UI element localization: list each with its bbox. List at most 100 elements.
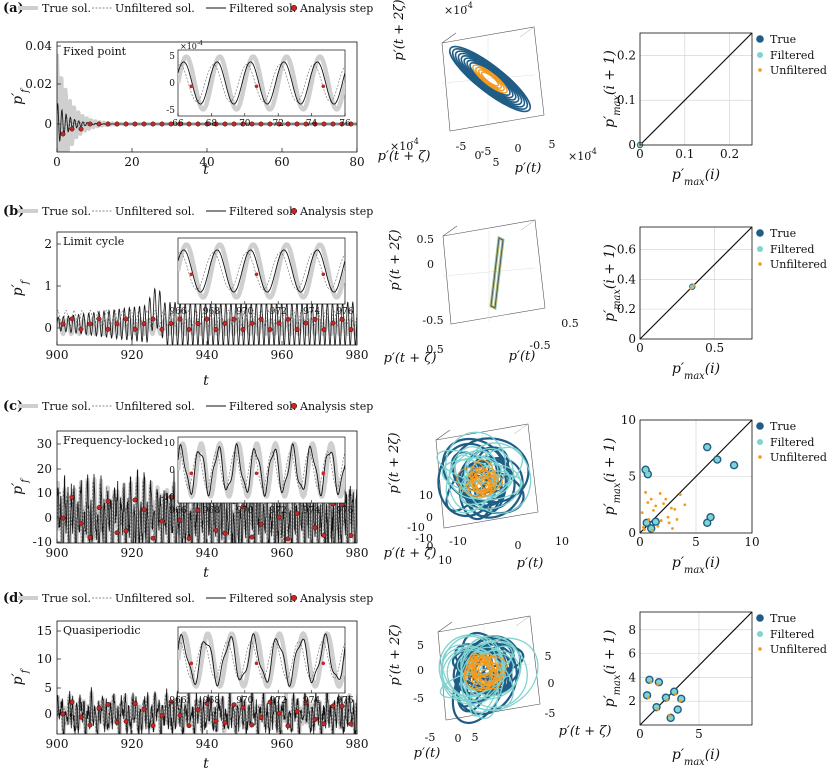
analysis-step-marker — [231, 702, 237, 708]
trajectory-ring — [460, 55, 520, 103]
legend-unfiltered-sol: Unfiltered sol. — [115, 205, 195, 218]
unfiltered-point — [656, 683, 660, 686]
analysis-step-marker — [132, 121, 138, 127]
analysis-step-marker — [312, 121, 318, 127]
inset-x-tick-label: 976 — [336, 696, 353, 706]
inset-x-tick-label: 966 — [169, 506, 186, 516]
y-tick-label: 0 — [628, 526, 636, 540]
unfiltered-point — [656, 708, 660, 711]
y-tick-label: 10 — [621, 413, 636, 427]
x-tick-label: 980 — [346, 737, 369, 751]
x-tick-label: 5 — [472, 731, 479, 744]
analysis-step-marker — [168, 699, 174, 705]
analysis-step-marker — [258, 316, 264, 322]
analysis-step-marker — [186, 326, 192, 332]
inset-analysis-step — [189, 471, 194, 476]
y-tick-label: -10 — [33, 535, 52, 549]
return-map: 0 5 2 4 6 8 p′max(i) p′max(i + 1) True Filtered Un… — [602, 611, 827, 768]
x-tick-label: -5 — [481, 145, 492, 158]
z-tick-label: 0 — [417, 664, 424, 677]
cube-edge — [437, 621, 453, 633]
analysis-step-marker — [150, 121, 156, 127]
analysis-step-marker — [114, 530, 120, 536]
analysis-step-marker — [348, 721, 354, 727]
x-tick-label: 80 — [349, 155, 364, 169]
y-tick-label: 5 — [628, 470, 636, 484]
trajectory-loop — [441, 646, 502, 705]
inset-exponent: ×10 — [180, 42, 197, 51]
inset-x-tick-label: 966 — [169, 696, 186, 706]
unfiltered-point — [692, 283, 696, 287]
unfiltered-point — [664, 497, 668, 501]
inset-x-tick-label: 972 — [270, 307, 287, 317]
trajectory-loop — [459, 464, 522, 510]
analysis-step-marker — [294, 708, 300, 714]
inset-analysis-step — [321, 84, 326, 89]
x-tick-label: 5 — [549, 138, 556, 151]
inset-x-tick-label: 76 — [339, 119, 351, 129]
analysis-step-marker — [258, 521, 264, 527]
identity-line — [639, 32, 753, 146]
legend-unfiltered-sol: Unfiltered sol. — [115, 400, 195, 413]
y-tick-label: 6 — [628, 647, 636, 661]
analysis-step-marker — [267, 699, 273, 705]
inset-analysis-step — [189, 272, 194, 277]
y-tick-label: 2 — [628, 694, 636, 708]
analysis-step-marker — [240, 705, 246, 711]
cube-grid — [441, 74, 535, 84]
plot-frame — [639, 611, 753, 726]
y-tick-label: 0.4 — [617, 272, 636, 286]
z-tick-label: 0 — [426, 511, 433, 524]
z-tick-label: 0.5 — [417, 233, 435, 246]
analysis-step-marker — [177, 121, 183, 127]
legend-unfiltered-swatch — [758, 262, 762, 266]
inset-area — [178, 631, 345, 689]
x-tick-label: 10 — [744, 535, 759, 549]
legend-filtered: Filtered — [770, 49, 814, 62]
trajectory-loop — [438, 634, 504, 702]
legend-true-sol: True sol. — [42, 400, 91, 413]
inset-unfiltered-sol — [178, 64, 345, 102]
cube-edge — [441, 32, 457, 44]
unfiltered-point — [656, 524, 660, 528]
analysis-step-marker — [222, 121, 228, 127]
unfiltered-point — [689, 286, 693, 290]
inset-analysis-step — [254, 471, 259, 476]
analysis-step-marker — [213, 327, 219, 332]
y-axis-label: p′(t + ζ) — [384, 351, 437, 366]
analysis-step-marker — [204, 121, 210, 127]
plot-frame — [639, 226, 753, 340]
analysis-step-marker — [348, 121, 354, 127]
analysis-step-marker — [285, 316, 291, 322]
trajectory-ring — [466, 59, 514, 99]
y-axis-label: p′max(i + 1) — [602, 438, 623, 516]
x-tick-label: 960 — [271, 546, 294, 560]
analysis-step-marker — [258, 121, 264, 127]
inset-analysis-step — [321, 661, 326, 666]
analysis-step-marker — [312, 525, 318, 531]
cube-grid — [442, 267, 536, 277]
analysis-step-marker — [213, 121, 219, 127]
analysis-step-marker — [78, 520, 84, 526]
analysis-step-marker — [312, 717, 318, 722]
trajectory-loop — [463, 442, 532, 514]
analysis-step-marker — [276, 121, 282, 127]
unfiltered-point — [667, 521, 671, 525]
analysis-step-marker — [123, 121, 129, 127]
legend-filtered-sol: Filtered sol. — [229, 400, 296, 413]
z-tick-label: 5 — [417, 639, 424, 652]
legend-true-sol: True sol. — [42, 2, 91, 15]
analysis-step-marker — [69, 494, 75, 500]
analysis-step-marker — [294, 511, 300, 516]
y-tick-label: -10 — [407, 521, 425, 534]
unfiltered-point — [683, 503, 687, 507]
analysis-step-marker — [159, 518, 165, 524]
inset-y-tick-label: 10 — [164, 439, 176, 449]
analysis-step-marker — [78, 126, 84, 132]
z-axis-label: p′(t + 2ζ) — [392, 0, 407, 61]
y-tick-label: 15 — [37, 624, 52, 638]
analysis-step-marker — [276, 711, 282, 716]
cube-face — [437, 615, 541, 721]
return-map: 0 5 10 0 5 10 p′max(i) p′max(i + 1) True Filtered… — [602, 413, 827, 576]
unfiltered-point — [646, 501, 650, 504]
